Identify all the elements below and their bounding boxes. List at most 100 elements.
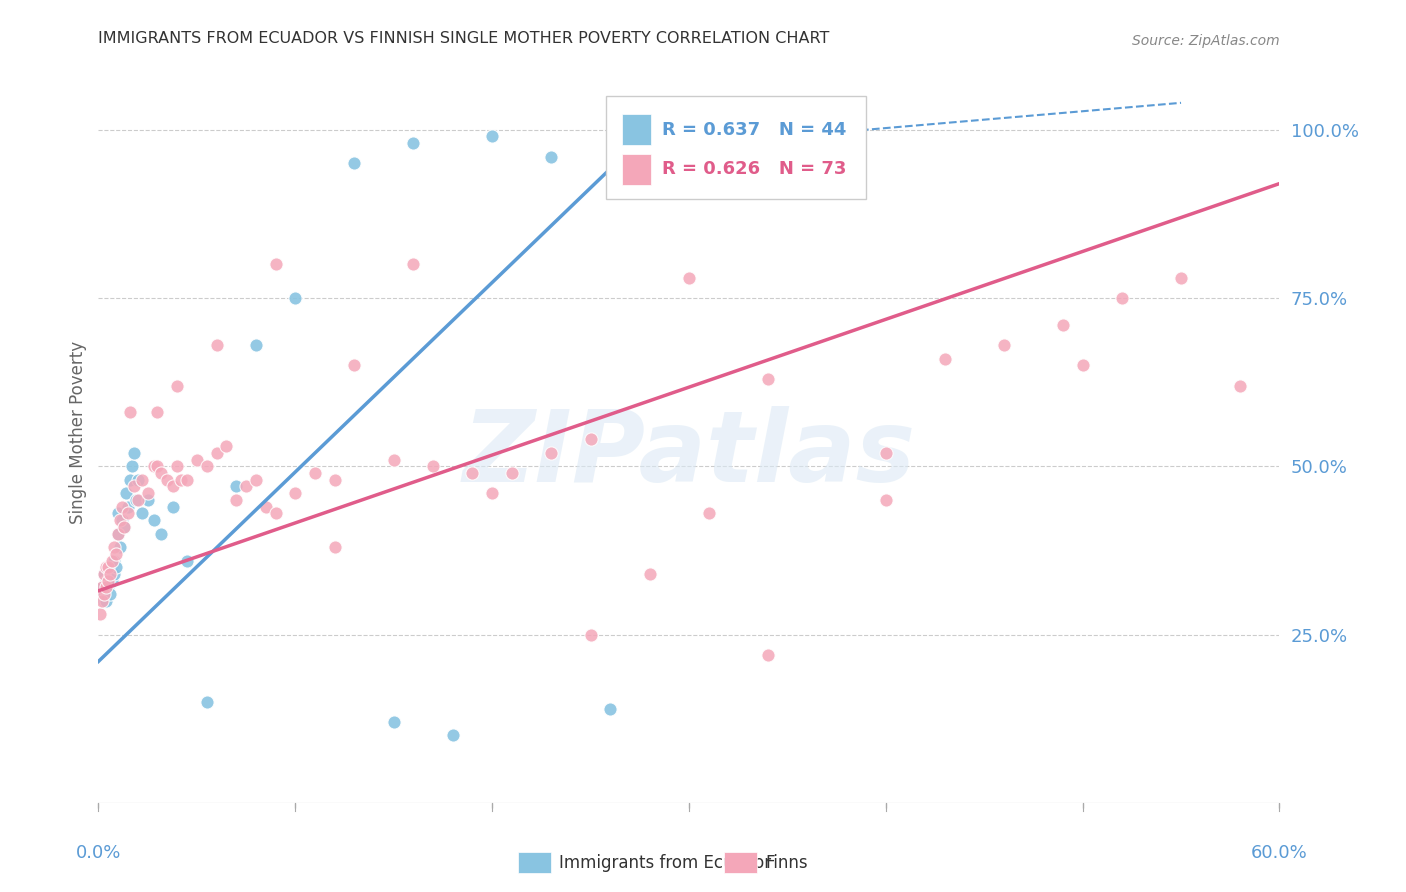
Point [284,486,307,500]
Point [1111,291,1133,305]
Point [225,492,247,507]
Point [117,500,139,514]
Point [176,473,198,487]
Point [422,459,444,474]
Point [107,526,129,541]
Text: Immigrants from Ecuador: Immigrants from Ecuador [560,854,770,871]
Point [225,479,247,493]
Point [205,446,228,460]
Point [343,156,366,170]
Point [166,459,188,474]
Point [91,581,114,595]
Point [150,526,173,541]
Point [121,459,143,474]
Point [96,574,118,588]
Point [103,566,125,581]
Point [540,150,562,164]
Point [97,560,120,574]
Y-axis label: Single Mother Poverty: Single Mother Poverty [69,341,87,524]
Point [162,500,184,514]
Point [195,695,218,709]
Text: 60.0%: 60.0% [1251,844,1308,862]
Point [875,492,897,507]
Point [264,257,287,271]
FancyBboxPatch shape [621,114,651,145]
Point [205,338,228,352]
Point [101,560,124,574]
Point [1052,318,1074,332]
Point [756,648,779,662]
FancyBboxPatch shape [517,853,551,873]
Point [122,479,145,493]
Point [96,581,118,595]
Point [186,452,208,467]
Point [127,473,149,487]
Point [112,520,135,534]
Point [176,553,198,567]
Point [195,459,218,474]
Point [245,473,267,487]
Point [284,291,307,305]
Text: R = 0.626   N = 73: R = 0.626 N = 73 [662,160,846,178]
Point [481,129,503,144]
Text: IMMIGRANTS FROM ECUADOR VS FINNISH SINGLE MOTHER POVERTY CORRELATION CHART: IMMIGRANTS FROM ECUADOR VS FINNISH SINGL… [98,31,830,46]
Point [93,594,115,608]
Point [162,479,184,493]
Point [993,338,1015,352]
Point [98,587,121,601]
Point [98,566,121,581]
Point [697,507,720,521]
Point [254,500,277,514]
Point [481,486,503,500]
Point [89,607,111,622]
Point [170,473,193,487]
Point [101,574,124,588]
Point [402,257,425,271]
Point [96,560,118,574]
Point [579,433,602,447]
Point [127,492,149,507]
Point [150,466,173,480]
Point [93,566,115,581]
Point [382,452,405,467]
Point [118,405,141,419]
Point [115,486,138,500]
FancyBboxPatch shape [621,153,651,185]
Point [638,566,661,581]
Point [678,270,700,285]
Point [112,520,135,534]
Point [103,553,125,567]
Point [166,378,188,392]
Point [756,372,779,386]
Point [215,439,238,453]
Point [105,560,128,574]
Point [103,540,125,554]
Point [131,473,153,487]
Point [97,581,120,595]
Point [441,729,464,743]
Point [875,446,897,460]
Point [101,553,124,567]
Point [97,574,120,588]
FancyBboxPatch shape [724,853,758,873]
Point [579,627,602,641]
Point [91,594,114,608]
Text: Source: ZipAtlas.com: Source: ZipAtlas.com [1132,34,1279,47]
Point [105,547,128,561]
Text: Finns: Finns [766,854,808,871]
Point [343,359,366,373]
Point [304,466,326,480]
Point [1229,378,1251,392]
Point [934,351,956,366]
Point [93,566,115,581]
Point [1071,359,1094,373]
Point [245,338,267,352]
FancyBboxPatch shape [606,95,866,200]
Point [1170,270,1192,285]
Text: R = 0.637   N = 44: R = 0.637 N = 44 [662,120,846,139]
Point [136,492,159,507]
Point [107,507,129,521]
Point [382,714,405,729]
Point [540,446,562,460]
Point [599,701,621,715]
